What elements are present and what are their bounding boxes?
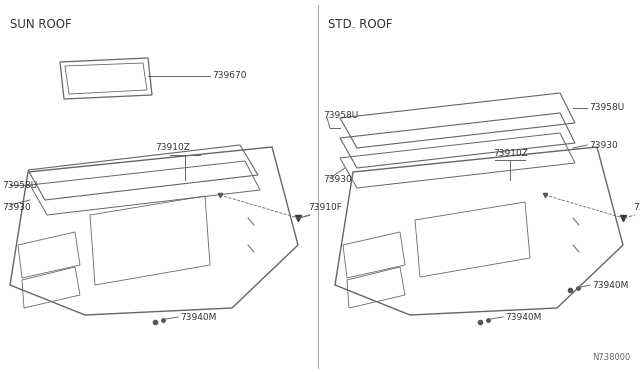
Text: 73958U: 73958U [589, 103, 624, 112]
Text: 73910F: 73910F [308, 203, 342, 212]
Text: 739670: 739670 [212, 71, 246, 80]
Text: 73940M: 73940M [180, 312, 216, 321]
Text: 73910Z: 73910Z [493, 148, 528, 157]
Text: STD. ROOF: STD. ROOF [328, 18, 392, 31]
Text: SUN ROOF: SUN ROOF [10, 18, 72, 31]
Text: 73940M: 73940M [592, 280, 628, 289]
Text: 73910F: 73910F [633, 203, 640, 212]
Text: 73910Z: 73910Z [155, 144, 190, 153]
Text: 73930: 73930 [323, 176, 352, 185]
Text: 73930: 73930 [589, 141, 618, 150]
Text: 73958U: 73958U [323, 112, 358, 121]
Text: N738000: N738000 [592, 353, 630, 362]
Text: 73958U: 73958U [2, 180, 37, 189]
Text: 73940M: 73940M [505, 312, 541, 321]
Text: 73930: 73930 [2, 203, 31, 212]
